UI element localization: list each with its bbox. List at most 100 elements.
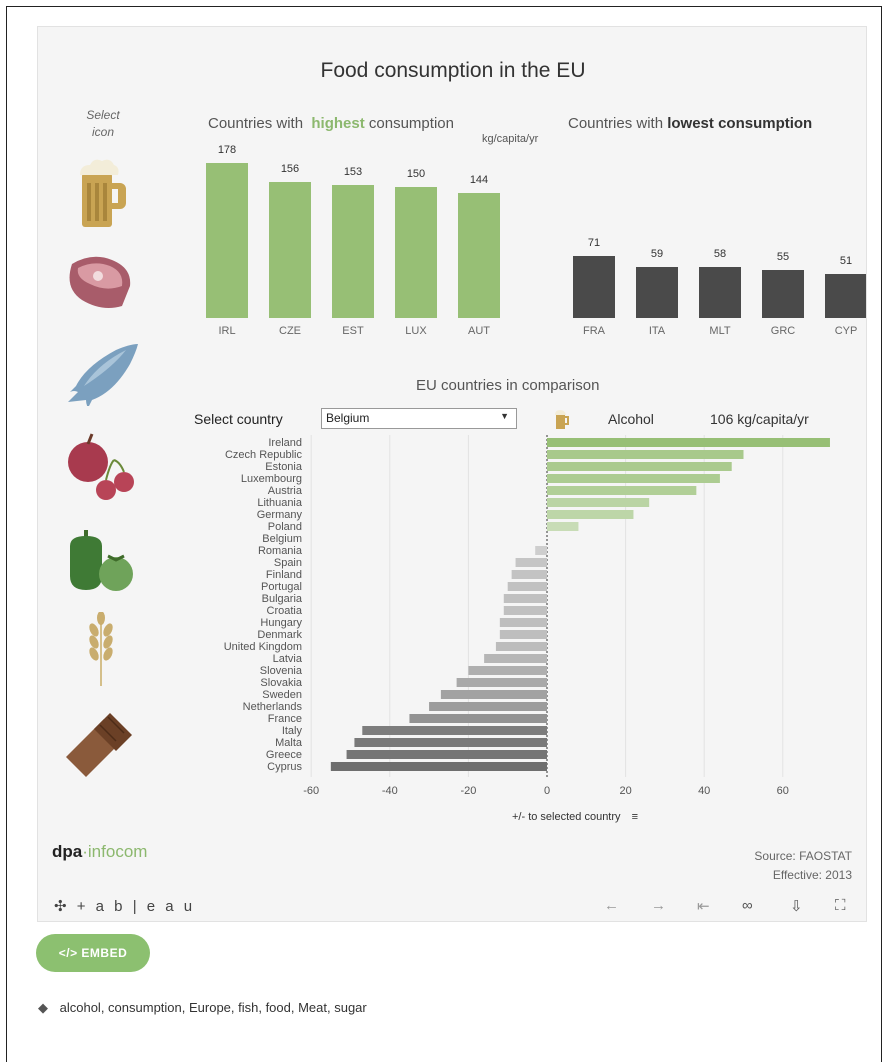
fullscreen-icon[interactable]: ⛶ <box>835 897 846 914</box>
sort-icon[interactable]: ≡ <box>631 811 639 823</box>
source-text: Source: FAOSTAT <box>754 849 852 863</box>
category-label-CYP: CYP <box>834 325 858 337</box>
country-label: Romania <box>257 545 302 557</box>
bar-low-MLT[interactable] <box>699 267 741 318</box>
x-tick-label: -20 <box>460 785 477 797</box>
value-label-MLT: 58 <box>713 248 727 261</box>
comparison-bar[interactable] <box>330 762 547 771</box>
revert-icon[interactable]: ⇤ <box>697 898 710 915</box>
country-label: France <box>267 713 302 725</box>
comparison-bar[interactable] <box>495 642 547 651</box>
comparison-bar[interactable] <box>499 618 547 627</box>
value-label-CZE: 156 <box>280 163 300 176</box>
country-label: Slovenia <box>259 665 302 677</box>
comparison-bar[interactable] <box>503 594 547 603</box>
country-label: Sweden <box>262 689 302 701</box>
comparison-bar[interactable] <box>429 702 547 711</box>
x-tick-label: -40 <box>381 785 398 797</box>
fruit-icon[interactable] <box>64 432 140 502</box>
bar-low-ITA[interactable] <box>636 266 678 318</box>
country-label: Germany <box>256 509 302 521</box>
select-country-label: Select country <box>194 411 283 427</box>
comparison-bar[interactable] <box>507 582 547 591</box>
country-label: Poland <box>267 521 302 533</box>
redo-icon[interactable]: → <box>651 897 666 914</box>
country-label: Malta <box>275 737 302 749</box>
x-tick-label: 0 <box>543 785 551 797</box>
value-label-GRC: 55 <box>776 251 790 264</box>
lowest-header: Countries with lowest consumption <box>568 115 813 132</box>
comparison-bar[interactable] <box>354 738 547 747</box>
grain-icon[interactable] <box>84 612 118 687</box>
beer-icon[interactable] <box>78 157 128 232</box>
x-tick-label: 40 <box>698 785 711 797</box>
comparison-bar[interactable] <box>346 750 547 759</box>
axis-title: +/- to selected country ≡ <box>512 811 639 823</box>
category-label-ITA: ITA <box>648 325 666 337</box>
country-label: Italy <box>281 725 302 737</box>
x-tick-label: 60 <box>776 785 789 797</box>
effective-text: Effective: 2013 <box>772 868 852 882</box>
unit-label: kg/capita/yr <box>482 133 539 145</box>
comparison-bar[interactable] <box>547 474 720 483</box>
highest-header: Countries with highest consumption <box>208 115 454 132</box>
country-label: Hungary <box>260 617 302 629</box>
country-label: Spain <box>273 557 302 569</box>
chocolate-icon[interactable] <box>64 705 140 777</box>
bar-high-LUX[interactable] <box>395 187 437 318</box>
comparison-bar[interactable] <box>547 498 650 507</box>
undo-icon[interactable]: ← <box>604 897 619 914</box>
bar-high-CZE[interactable] <box>269 182 311 318</box>
country-label: Denmark <box>257 629 302 641</box>
fish-icon[interactable] <box>64 342 140 406</box>
value-label-EST: 153 <box>343 165 363 178</box>
comparison-bar[interactable] <box>547 510 634 519</box>
value-label-AUT: 144 <box>469 173 489 186</box>
download-icon[interactable]: ⇩ <box>790 898 803 915</box>
bar-high-IRL[interactable] <box>206 163 248 318</box>
category-label-GRC: GRC <box>770 325 796 337</box>
bar-high-EST[interactable] <box>332 184 374 318</box>
country-label: Czech Republic <box>224 449 302 461</box>
source-block: Source: FAOSTAT Effective: 2013 <box>754 847 852 885</box>
tags-text[interactable]: alcohol, consumption, Europe, fish, food… <box>59 1000 367 1015</box>
comparison-bar[interactable] <box>499 630 547 639</box>
bar-low-GRC[interactable] <box>762 270 804 318</box>
comparison-bar[interactable] <box>468 666 547 675</box>
comparison-bar[interactable] <box>547 438 830 447</box>
bar-high-AUT[interactable] <box>458 192 500 318</box>
bar-low-CYP[interactable] <box>825 273 866 318</box>
country-label: Slovakia <box>260 677 302 689</box>
value-label-IRL: 178 <box>217 144 237 156</box>
value-label-CYP: 51 <box>839 254 853 267</box>
comparison-bar[interactable] <box>409 714 547 723</box>
country-label: Bulgaria <box>261 593 302 605</box>
tableau-logo[interactable]: ✣ + a b | e a u <box>54 898 196 915</box>
bar-low-FRA[interactable] <box>573 256 615 318</box>
country-label: Ireland <box>268 437 302 449</box>
embed-button[interactable]: </> EMBED <box>36 934 150 972</box>
comparison-bar[interactable] <box>547 486 697 495</box>
share-icon[interactable]: ∞ <box>742 897 753 914</box>
comparison-bar[interactable] <box>535 546 547 555</box>
comparison-bar[interactable] <box>547 462 732 471</box>
meat-icon[interactable] <box>64 252 136 312</box>
comparison-bar[interactable] <box>456 678 547 687</box>
value-label-FRA: 71 <box>587 237 601 250</box>
category-label-FRA: FRA <box>583 325 605 337</box>
country-dropdown[interactable]: Belgium ▼ <box>321 408 517 429</box>
comparison-bar[interactable] <box>484 654 547 663</box>
comparison-bar[interactable] <box>515 558 547 567</box>
comparison-bar[interactable] <box>547 522 579 531</box>
comparison-bar[interactable] <box>511 570 547 579</box>
comparison-bar[interactable] <box>547 450 744 459</box>
comparison-bar[interactable] <box>440 690 547 699</box>
comparison-bar[interactable] <box>503 606 547 615</box>
comparison-bar[interactable] <box>362 726 547 735</box>
beer-small-icon <box>555 410 569 429</box>
vegetable-icon[interactable] <box>66 522 136 597</box>
select-icon-label: Select icon <box>86 108 120 139</box>
country-label: Latvia <box>272 653 302 665</box>
country-label: Lithuania <box>257 497 302 509</box>
country-label: Finland <box>265 569 302 581</box>
